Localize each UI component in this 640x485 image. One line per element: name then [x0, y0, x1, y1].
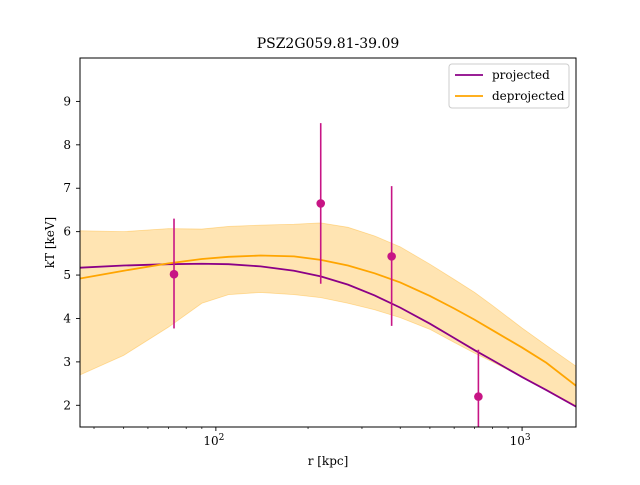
series-line-deprojected — [80, 254, 576, 387]
x-tick-label-0: 102 — [203, 433, 224, 448]
line-layer — [80, 254, 576, 408]
data-point-0 — [169, 269, 179, 279]
data-point-3 — [474, 392, 483, 401]
x-tick-label-1: 103 — [510, 433, 531, 448]
point-layer — [169, 123, 483, 427]
y-tick-label-1: 3 — [63, 355, 71, 369]
y-tick-label-7: 9 — [63, 94, 71, 108]
series-line-projected — [80, 262, 576, 408]
chart-title: PSZ2G059.81-39.09 — [257, 36, 400, 52]
x-tick-label-exp-1: 3 — [525, 433, 531, 443]
data-point-1 — [316, 199, 326, 208]
y-tick-label-3: 5 — [63, 268, 71, 282]
legend-label-projected: projected — [492, 68, 550, 82]
data-point-2 — [387, 252, 396, 261]
y-tick-label-4: 6 — [63, 225, 71, 239]
legend: projected deprojected — [448, 63, 570, 109]
legend-label-deprojected: deprojected — [492, 89, 565, 103]
x-axis-label: r [kpc] — [308, 454, 349, 468]
series-band-deprojected — [80, 222, 576, 406]
y-axis-label: kT [keV] — [43, 217, 57, 269]
x-tick-label-base-1: 10 — [510, 434, 525, 448]
band-layer — [80, 222, 576, 406]
y-tick-label-2: 4 — [63, 311, 71, 325]
y-tick-label-6: 8 — [63, 138, 71, 152]
x-tick-label-base-0: 10 — [203, 434, 218, 448]
y-tick-label-5: 7 — [63, 181, 71, 195]
plot-frame — [79, 57, 577, 428]
y-tick-label-0: 2 — [63, 398, 71, 412]
x-tick-label-exp-0: 2 — [219, 433, 225, 443]
